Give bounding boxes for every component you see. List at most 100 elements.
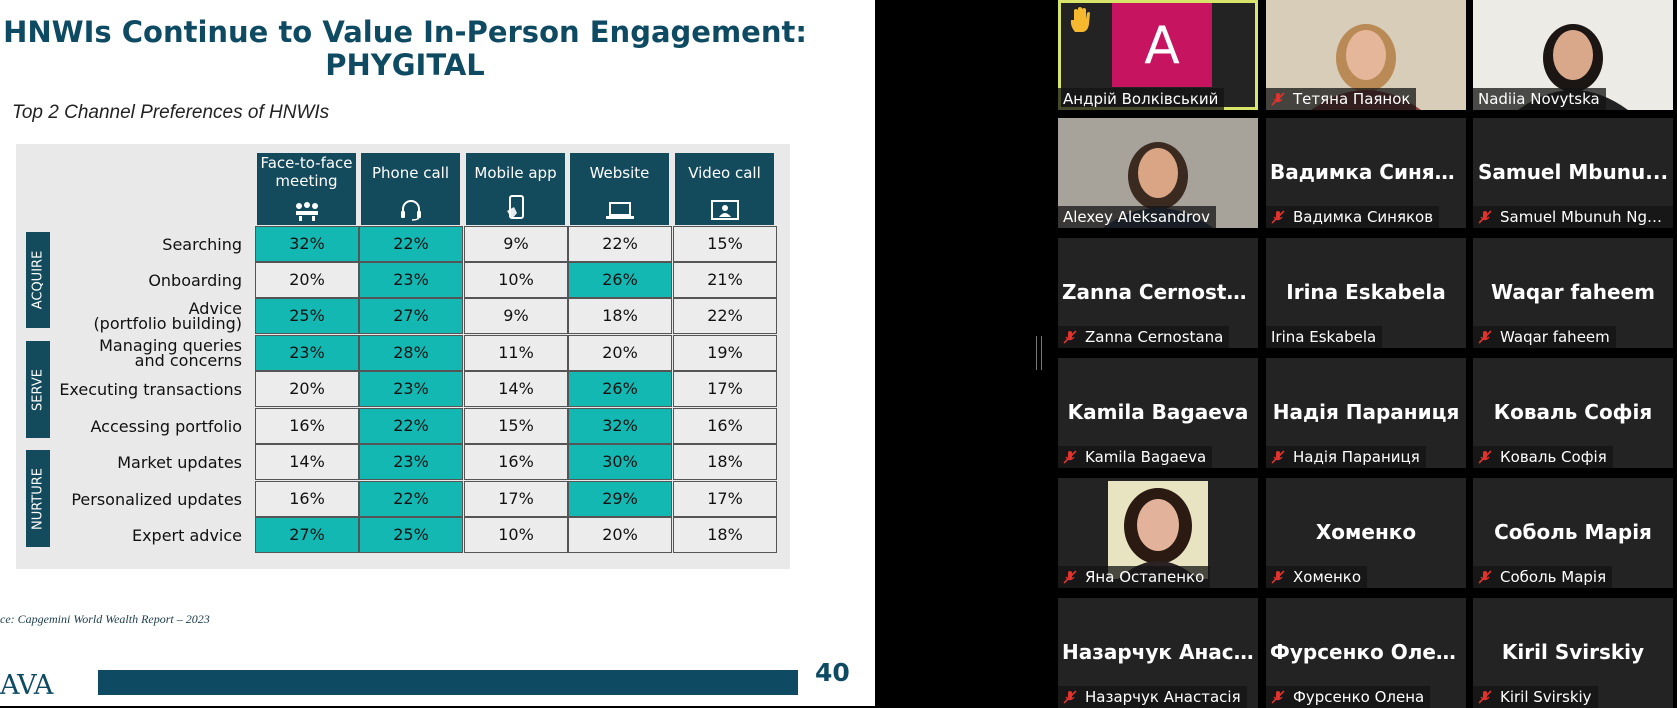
table-cell: 32% bbox=[568, 408, 672, 444]
table-cell: 15% bbox=[464, 408, 568, 444]
muted-mic-icon bbox=[1478, 448, 1500, 466]
table-cell: 26% bbox=[568, 262, 672, 298]
participant-display-name: Фурсенко Олена bbox=[1270, 640, 1464, 664]
participant-tile[interactable]: Тетяна Паянок bbox=[1266, 0, 1466, 110]
table-cell: 28% bbox=[359, 335, 463, 371]
participant-name-label: Nadiia Novytska bbox=[1473, 88, 1606, 110]
row-label: Personalized updates bbox=[71, 489, 242, 509]
participant-tile[interactable]: Irina Eskabela Irina Eskabela bbox=[1266, 238, 1466, 348]
participant-tile[interactable]: Соболь Марія Соболь Марія bbox=[1473, 478, 1673, 588]
mobile-icon bbox=[506, 195, 524, 219]
panel-splitter-handle[interactable] bbox=[1036, 336, 1042, 370]
participant-name: Яна Остапенко bbox=[1085, 568, 1205, 586]
participant-name-label: Фурсенко Олена bbox=[1266, 686, 1431, 708]
participant-name-label: Коваль Софія bbox=[1473, 446, 1613, 468]
table-cell: 18% bbox=[673, 517, 777, 553]
muted-mic-icon bbox=[1271, 90, 1293, 108]
participant-name-label: Хоменко bbox=[1266, 566, 1368, 588]
participant-display-name: Надія Параниця bbox=[1272, 400, 1460, 424]
participant-tile[interactable]: Alexey Aleksandrov bbox=[1058, 118, 1258, 228]
laptop-icon bbox=[605, 202, 634, 219]
participant-name: Андрій Волківський bbox=[1063, 90, 1219, 108]
table-cell: 20% bbox=[255, 262, 359, 298]
participant-name: Kamila Bagaeva bbox=[1085, 448, 1207, 466]
shared-slide: HNWIs Continue to Value In-Person Engage… bbox=[0, 0, 875, 706]
table-cell: 22% bbox=[568, 226, 672, 262]
row-label: Expert advice bbox=[131, 525, 242, 545]
participant-name-label: Надія Параниця bbox=[1266, 446, 1426, 468]
participant-display-name: Хоменко bbox=[1315, 520, 1417, 544]
participant-tile[interactable]: Надія Параниця Надія Параниця bbox=[1266, 358, 1466, 468]
table-cell: 23% bbox=[359, 371, 463, 407]
table-cell: 14% bbox=[255, 444, 359, 480]
participant-name-label: Назарчук Анастасія bbox=[1058, 686, 1247, 708]
column-header: Website bbox=[570, 153, 669, 225]
participant-tile[interactable]: Назарчук Анас... Назарчук Анастасія bbox=[1058, 598, 1258, 708]
participant-name-label: Андрій Волківський bbox=[1058, 88, 1225, 110]
participant-tile[interactable]: A Андрій Волківський bbox=[1058, 0, 1258, 110]
row-label: Searching bbox=[162, 234, 242, 254]
table-cell: 32% bbox=[255, 226, 359, 262]
participant-display-name: Соболь Марія bbox=[1494, 520, 1652, 544]
table-cell: 20% bbox=[255, 371, 359, 407]
participant-name: Соболь Марія bbox=[1500, 568, 1607, 586]
participant-display-name: Zanna Cernostana bbox=[1062, 280, 1258, 304]
participant-tile[interactable]: Вадимка Синяк... Вадимка Синяков bbox=[1266, 118, 1466, 228]
participant-name-label: Alexey Aleksandrov bbox=[1058, 206, 1216, 228]
participant-display-name: Вадимка Синяк... bbox=[1270, 160, 1466, 184]
participant-name: Irina Eskabela bbox=[1271, 328, 1377, 346]
table-cell: 22% bbox=[359, 226, 463, 262]
participant-tile[interactable]: Nadiia Novytska bbox=[1473, 0, 1673, 110]
participant-display-name: Irina Eskabela bbox=[1286, 280, 1446, 304]
participant-tile[interactable]: Samuel Mbunu... Samuel Mbunuh Ngw... bbox=[1473, 118, 1673, 228]
column-header-label: Website bbox=[589, 164, 650, 182]
column-header-label: Video call bbox=[688, 164, 761, 182]
page-number: 40 bbox=[815, 658, 850, 687]
table-cell: 27% bbox=[255, 517, 359, 553]
participant-name: Тетяна Паянок bbox=[1293, 90, 1411, 108]
participant-name: Waqar faheem bbox=[1500, 328, 1610, 346]
row-label: Managing queries and concerns bbox=[99, 336, 242, 370]
table-cell: 23% bbox=[359, 262, 463, 298]
table-cell: 25% bbox=[359, 517, 463, 553]
table-cell: 22% bbox=[359, 481, 463, 517]
avatar: A bbox=[1112, 3, 1212, 87]
muted-mic-icon bbox=[1063, 448, 1085, 466]
group-label-text: SERVE bbox=[30, 368, 46, 411]
participant-tile[interactable]: Коваль Софія Коваль Софія bbox=[1473, 358, 1673, 468]
muted-mic-icon bbox=[1478, 568, 1500, 586]
participant-tile[interactable]: Хоменко Хоменко bbox=[1266, 478, 1466, 588]
participant-tile[interactable]: Kiril Svirskiy Kiril Svirskiy bbox=[1473, 598, 1673, 708]
column-header-label: Face-to-face meeting bbox=[260, 154, 353, 190]
table-cell: 16% bbox=[255, 408, 359, 444]
table-cell: 21% bbox=[673, 262, 777, 298]
table-cell: 25% bbox=[255, 298, 359, 334]
table-cell: 23% bbox=[359, 444, 463, 480]
footer-logo: AVA bbox=[0, 670, 53, 701]
participant-tile[interactable]: Waqar faheem Waqar faheem bbox=[1473, 238, 1673, 348]
muted-mic-icon bbox=[1271, 568, 1293, 586]
participant-name-label: Соболь Марія bbox=[1473, 566, 1613, 588]
source-note: ce: Capgemini World Wealth Report – 2023 bbox=[0, 612, 210, 626]
row-label: Market updates bbox=[117, 452, 242, 472]
participant-name: Samuel Mbunuh Ngw... bbox=[1500, 208, 1673, 226]
table-cell: 23% bbox=[255, 335, 359, 371]
table-cell: 18% bbox=[568, 298, 672, 334]
participant-name-label: Samuel Mbunuh Ngw... bbox=[1473, 206, 1673, 228]
slide-title: HNWIs Continue to Value In-Person Engage… bbox=[3, 15, 807, 82]
slide-subtitle: Top 2 Channel Preferences of HNWIs bbox=[12, 102, 330, 123]
column-header: Mobile app bbox=[466, 153, 565, 225]
table-cell: 9% bbox=[464, 298, 568, 334]
profile-photo bbox=[1108, 481, 1208, 583]
participant-tile[interactable]: Zanna Cernostana Zanna Cernostana bbox=[1058, 238, 1258, 348]
participant-tile[interactable]: Kamila Bagaeva Kamila Bagaeva bbox=[1058, 358, 1258, 468]
participant-tile[interactable]: Яна Остапенко bbox=[1058, 478, 1258, 588]
row-label: Advice (portfolio building) bbox=[93, 299, 242, 333]
column-header-label: Mobile app bbox=[474, 164, 557, 182]
participant-display-name: Samuel Mbunu... bbox=[1477, 160, 1669, 184]
column-header: Video call bbox=[675, 153, 774, 225]
participant-name: Надія Параниця bbox=[1293, 448, 1420, 466]
table-cell: 22% bbox=[359, 408, 463, 444]
table-cell: 20% bbox=[568, 517, 672, 553]
participant-tile[interactable]: Фурсенко Олена Фурсенко Олена bbox=[1266, 598, 1466, 708]
